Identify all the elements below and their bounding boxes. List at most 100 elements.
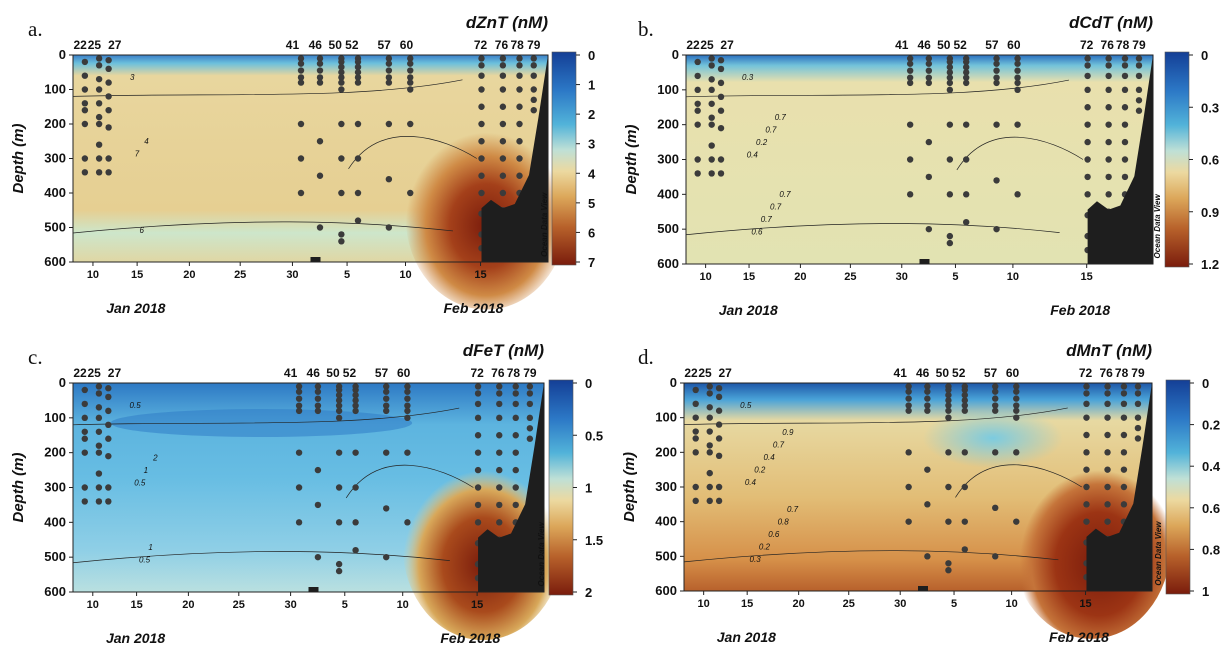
station-label: 78: [1115, 366, 1129, 380]
sample-point: [530, 86, 537, 93]
sample-point: [905, 483, 912, 491]
sample-point: [338, 86, 345, 93]
month-label: Jan 2018: [106, 630, 165, 646]
y-tick-label: 500: [657, 221, 679, 236]
y-tick-label: 600: [657, 256, 679, 271]
station-label: 52: [345, 38, 359, 52]
sample-point: [946, 69, 954, 76]
sample-point: [1104, 431, 1111, 439]
sample-point: [512, 383, 519, 390]
sample-point: [407, 79, 414, 86]
sample-point: [81, 169, 89, 176]
sample-point: [338, 79, 345, 86]
sample-point: [961, 407, 968, 414]
sample-point: [496, 400, 503, 408]
sample-point: [352, 484, 359, 491]
sample-point: [354, 120, 362, 128]
sample-point: [1105, 121, 1112, 128]
contour-label: 0.6: [768, 530, 780, 539]
sample-point: [499, 55, 507, 62]
month-label: Feb 2018: [1050, 302, 1110, 318]
sample-point: [906, 60, 914, 67]
sample-point: [1134, 400, 1142, 407]
sample-point: [1105, 86, 1112, 94]
contour-label: 0.8: [778, 517, 790, 526]
panel-title: dCdT (nM): [1069, 13, 1153, 32]
station-label: 25: [700, 38, 714, 52]
contour-line: [683, 407, 1068, 425]
sample-point: [992, 402, 999, 409]
sample-point: [1104, 400, 1111, 407]
colorbar-tick-label: 7: [588, 255, 595, 270]
station-label: 72: [470, 366, 484, 380]
sample-point: [512, 501, 519, 509]
sample-point: [945, 407, 952, 414]
sample-point: [1014, 67, 1021, 74]
contour-label: 0.7: [770, 203, 782, 212]
y-tick-label: 600: [44, 254, 66, 269]
sample-point: [905, 402, 912, 409]
sample-point: [1084, 62, 1091, 69]
x-tick-label: 15: [471, 599, 483, 611]
sample-point: [314, 388, 322, 395]
sample-point: [297, 60, 305, 67]
sample-point: [516, 72, 523, 79]
contour-line: [72, 551, 450, 564]
contour-label: 0.3: [750, 555, 762, 564]
sample-point: [961, 546, 968, 553]
month-label: Jan 2018: [717, 629, 776, 645]
sample-point: [496, 519, 503, 526]
sample-point: [335, 560, 343, 568]
contour-label: 7: [135, 149, 140, 158]
sample-point: [694, 72, 701, 80]
contour-label: 0.5: [139, 556, 151, 565]
sample-point: [530, 96, 537, 104]
sample-point: [316, 172, 324, 179]
station-label: 79: [1132, 38, 1146, 52]
sample-point: [1083, 483, 1090, 491]
sample-point: [404, 414, 411, 422]
sample-point: [1014, 55, 1021, 62]
sample-point: [924, 402, 931, 409]
sample-point: [708, 55, 715, 62]
sample-point: [404, 388, 411, 395]
sample-point: [81, 498, 88, 505]
sample-point: [474, 449, 482, 456]
sample-point: [706, 383, 713, 390]
sample-point: [925, 79, 933, 87]
sample-point: [992, 449, 999, 456]
sample-point: [906, 156, 914, 163]
sample-point: [945, 449, 952, 456]
sample-point: [512, 432, 519, 439]
x-tick-label: 10: [397, 599, 409, 611]
sample-point: [516, 172, 523, 179]
x-tick-label: 10: [1007, 271, 1019, 283]
sample-point: [708, 170, 715, 177]
colorbar: [1164, 51, 1190, 268]
contour-label: 0.6: [751, 228, 763, 237]
sample-point: [708, 142, 715, 149]
sample-point: [694, 86, 701, 94]
station-label: 46: [309, 38, 323, 52]
sample-point: [906, 79, 914, 87]
sample-point: [924, 553, 931, 560]
sample-point: [530, 72, 537, 79]
sample-point: [706, 483, 713, 491]
sample-point: [354, 63, 362, 71]
sample-point: [81, 120, 89, 128]
sample-point: [961, 449, 968, 456]
sample-point: [694, 121, 701, 128]
sample-point: [1135, 62, 1143, 69]
sample-point: [81, 107, 89, 114]
station-label: 57: [985, 38, 999, 52]
x-tick-label: 10: [87, 599, 99, 611]
sample-point: [1013, 414, 1020, 421]
sample-point: [354, 155, 362, 162]
sample-point: [81, 386, 88, 394]
sample-point: [316, 60, 324, 67]
station-label: 76: [491, 366, 505, 380]
month-label: Jan 2018: [106, 300, 165, 316]
sample-point: [906, 55, 914, 62]
sample-point: [1121, 86, 1129, 94]
contour-label: 6: [140, 226, 145, 235]
